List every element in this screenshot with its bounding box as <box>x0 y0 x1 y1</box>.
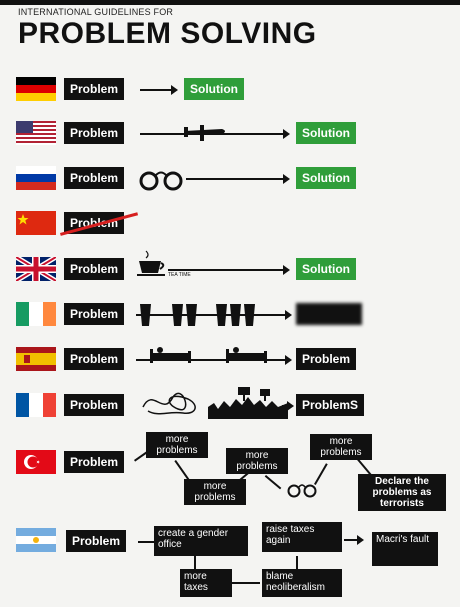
pints-icon <box>140 304 255 326</box>
france-flag-icon <box>16 393 56 417</box>
macris-fault-box: Macri's fault <box>372 532 438 566</box>
problem-result-box: Problem <box>296 348 357 370</box>
create-gender-office-box: create a gender office <box>154 526 248 556</box>
blame-neoliberalism-box: blame neoliberalism <box>262 569 342 597</box>
declare-terrorists-box: Declare the problems as terrorists <box>358 474 446 511</box>
top-bar <box>0 0 460 5</box>
more-problems-box: more problems <box>146 432 208 458</box>
connector-line <box>265 475 282 490</box>
arrow-icon <box>282 401 294 411</box>
teacup-icon <box>137 250 165 276</box>
connector-line <box>314 463 328 485</box>
problem-box: Problem <box>64 258 125 280</box>
solution-box-blurred <box>296 303 362 325</box>
subtitle: INTERNATIONAL GUIDELINES FOR <box>18 7 174 17</box>
arrow-icon <box>186 174 290 184</box>
problem-box: Problem <box>64 303 125 325</box>
more-problems-box: more problems <box>184 479 246 505</box>
connector-line <box>174 460 190 481</box>
arrow-icon <box>136 310 292 320</box>
arrow-icon <box>136 355 292 365</box>
problem-box: Problem <box>64 167 125 189</box>
germany-flag-icon <box>16 77 56 101</box>
handcuffs-icon <box>287 484 317 498</box>
protest-crowd-icon <box>208 387 288 419</box>
page-title: PROBLEM SOLVING <box>18 17 317 50</box>
solution-box: Solution <box>296 258 356 280</box>
problem-box: Problem <box>64 451 125 473</box>
solution-box: Solution <box>296 167 356 189</box>
problem-box: Problem <box>66 530 127 552</box>
connector-line <box>296 556 298 570</box>
problem-box: Problem <box>64 122 125 144</box>
solution-box: Solution <box>296 122 356 144</box>
siesta-bed-icon <box>150 347 267 363</box>
more-problems-box: more problems <box>226 448 288 474</box>
ireland-flag-icon <box>16 302 56 326</box>
more-taxes-box: more taxes <box>180 569 232 597</box>
handcuffs-icon <box>139 171 183 191</box>
connector-line <box>232 582 260 584</box>
uk-flag-icon <box>16 257 56 281</box>
argentina-flag-icon <box>16 528 56 552</box>
drone-icon <box>184 125 225 141</box>
usa-flag-icon <box>16 121 56 145</box>
arrow-icon <box>168 265 290 275</box>
connector-line <box>194 556 196 570</box>
problem-box: Problem <box>64 348 125 370</box>
russia-flag-icon <box>16 166 56 190</box>
connector-line <box>138 541 154 543</box>
spain-flag-icon <box>16 347 56 371</box>
turkey-flag-icon <box>16 450 56 474</box>
more-problems-box: more problems <box>310 434 372 460</box>
teatime-label: TEA TIME <box>168 272 191 278</box>
problem-box: Problem <box>64 78 125 100</box>
china-flag-icon <box>16 211 56 235</box>
problems-result-box: ProblemS <box>296 394 365 416</box>
arrow-icon <box>344 535 364 545</box>
raise-taxes-again-box: raise taxes again <box>262 522 342 552</box>
arrow-icon <box>140 85 178 95</box>
tangled-mess-icon <box>142 392 196 415</box>
problem-box: Problem <box>64 394 125 416</box>
solution-box: Solution <box>184 78 244 100</box>
